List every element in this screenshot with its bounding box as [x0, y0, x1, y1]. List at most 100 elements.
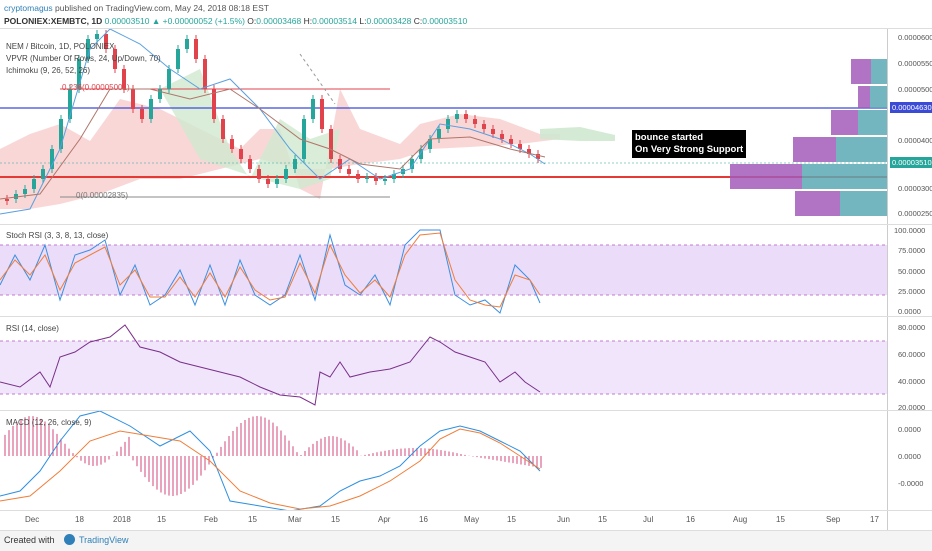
time-tick: Jul [643, 515, 654, 524]
candle-body [320, 99, 324, 129]
macd-panel[interactable]: MACD (12, 26, close, 9) 0.0000 0.0000 -0… [0, 410, 932, 511]
candle-body [95, 34, 99, 39]
open-label: O: [247, 16, 257, 26]
main-title: NEM / Bitcoin, 1D, POLONIEX [6, 42, 115, 51]
time-tick: 16 [419, 515, 428, 524]
candle-body [167, 69, 171, 89]
vp-bar [730, 164, 802, 189]
time-tick: 15 [507, 515, 516, 524]
time-tick: 15 [157, 515, 166, 524]
rsi-line [0, 324, 541, 406]
open-value: 0.00003468 [256, 16, 302, 26]
time-tick: Mar [288, 515, 302, 524]
time-tick: 15 [598, 515, 607, 524]
candle-body [383, 179, 387, 181]
time-tick: 17 [870, 515, 879, 524]
candle-body [140, 109, 144, 119]
candle-body [311, 99, 315, 119]
last-price-label: 0.00003510 [890, 157, 932, 168]
macd-axis[interactable]: 0.0000 0.0000 -0.0000 [887, 411, 932, 511]
candle-body [338, 159, 342, 169]
candle-body [23, 189, 27, 194]
candle-body [158, 89, 162, 99]
vp-bar [858, 110, 887, 135]
candle-body [329, 129, 333, 159]
candle-body [77, 59, 81, 89]
candle-body [410, 159, 414, 169]
time-tick: Aug [733, 515, 748, 524]
blue-line-price-label: 0.00004630 [890, 102, 932, 113]
candle-body [347, 169, 351, 174]
candle-body [473, 119, 477, 124]
candle-body [536, 154, 540, 159]
candle-body [149, 99, 153, 119]
tradingview-logo-icon [64, 534, 75, 545]
rsi-axis[interactable]: 80.0000 60.0000 40.0000 20.0000 [887, 317, 932, 412]
stoch-rsi-chart [0, 229, 887, 314]
close-label: C: [413, 16, 423, 26]
vp-bar [795, 191, 840, 216]
last-price: 0.00003510 [104, 16, 150, 26]
tenkan-line [0, 29, 546, 215]
candle-body [275, 179, 279, 184]
stoch-band [0, 245, 887, 295]
vp-bar [802, 164, 887, 189]
vp-bar [793, 137, 836, 162]
chart-header: cryptomagus published on TradingView.com… [0, 0, 932, 28]
tradingview-brand-link[interactable]: TradingView [79, 535, 129, 545]
time-tick: Feb [204, 515, 218, 524]
macd-line [0, 411, 541, 511]
macd-label[interactable]: MACD (12, 26, close, 9) [6, 418, 92, 427]
time-tick: 15 [776, 515, 785, 524]
candle-body [446, 119, 450, 129]
time-tick: Sep [826, 515, 841, 524]
author-link[interactable]: cryptomagus [4, 3, 53, 13]
vp-bar [831, 110, 858, 135]
candle-body [59, 119, 63, 149]
stoch-rsi-panel[interactable]: Stoch RSI (3, 3, 8, 13, close) 100.0000 … [0, 224, 932, 317]
time-tick: 15 [331, 515, 340, 524]
candle-body [221, 119, 225, 139]
kijun-line [0, 88, 546, 200]
candle-body [185, 39, 189, 49]
time-axis[interactable]: Dec 18 2018 15 Feb 15 Mar 15 Apr 16 May 15 Jun 15 Jul 1… [0, 510, 932, 531]
candle-body [266, 179, 270, 184]
candle-body [428, 139, 432, 149]
candle-body [86, 39, 90, 59]
vp-bar [840, 191, 887, 216]
candle-body [293, 159, 297, 169]
stoch-axis[interactable]: 100.0000 75.0000 50.0000 25.0000 0.0000 [887, 225, 932, 317]
ichimoku-label[interactable]: Ichimoku (9, 26, 52, 26) [6, 66, 91, 75]
macd-chart [0, 411, 542, 511]
rsi-tick: 80.0000 [898, 323, 926, 332]
low-value: 0.00003428 [366, 16, 412, 26]
high-value: 0.00003514 [312, 16, 357, 26]
time-tick: May [464, 515, 480, 524]
vp-bar [851, 59, 871, 84]
annotation-line-2: On Very Strong Support [635, 144, 744, 155]
time-tick: Jun [557, 515, 570, 524]
price-panel[interactable]: NEM / Bitcoin, 1D, POLONIEX VPVR (Number… [0, 28, 932, 225]
stoch-tick: 50.0000 [898, 267, 926, 276]
stoch-tick: 100.0000 [894, 226, 926, 235]
macd-tick: 0.0000 [898, 452, 921, 461]
time-tick: 2018 [113, 515, 131, 524]
rsi-label[interactable]: RSI (14, close) [6, 324, 59, 333]
price-chart [0, 29, 887, 216]
stoch-tick: 0.0000 [898, 307, 921, 316]
candle-body [374, 177, 378, 181]
stoch-label[interactable]: Stoch RSI (3, 3, 8, 13, close) [6, 231, 109, 240]
macd-tick: 0.0000 [898, 425, 921, 434]
fib-0-label: 0(0.00002835) [76, 191, 129, 200]
stoch-k-line [0, 229, 541, 314]
candle-body [302, 119, 306, 159]
candle-body [5, 199, 9, 201]
candle-body [203, 59, 207, 89]
rsi-panel[interactable]: RSI (14, close) 80.0000 60.0000 40.0000 … [0, 316, 932, 412]
candle-body [491, 129, 495, 134]
low-label: L: [359, 16, 367, 26]
vpvr-label[interactable]: VPVR (Number Of Rows, 24, Up/Down, 70) [6, 54, 161, 63]
candlestick-series [5, 30, 540, 205]
high-label: H: [303, 16, 313, 26]
